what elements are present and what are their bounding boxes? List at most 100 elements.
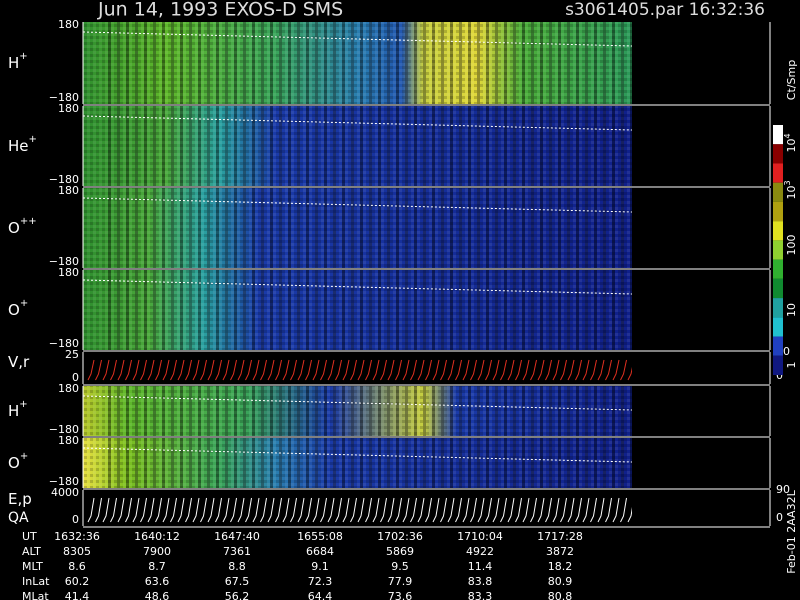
colorbar-segment xyxy=(773,240,783,260)
cell: 48.6 xyxy=(145,590,170,600)
axis-top-label: 180 xyxy=(58,434,79,447)
cell: 41.4 xyxy=(65,590,90,600)
cell: 18.2 xyxy=(548,560,573,573)
cell: 6684 xyxy=(306,545,334,558)
colorbar-label: 10 xyxy=(785,303,798,317)
axis-top-label: 180 xyxy=(58,382,79,395)
axis-top-label: 4000 xyxy=(51,486,79,499)
panel-label: E,p xyxy=(8,490,32,508)
trend-line xyxy=(82,115,633,131)
cell: 3872 xyxy=(546,545,574,558)
panel-label-main: O xyxy=(8,219,20,237)
colorbar-label: 1 xyxy=(785,362,798,369)
cell: 63.6 xyxy=(145,575,170,588)
sawtooth-trace xyxy=(87,497,635,523)
axis-bottom-label: −180 xyxy=(49,423,79,436)
title: Jun 14, 1993 EXOS-D SMS xyxy=(97,0,343,21)
cell: 9.5 xyxy=(391,560,409,573)
panel-label-main: O xyxy=(8,454,20,472)
cell: 77.9 xyxy=(388,575,413,588)
trend-line xyxy=(82,395,633,411)
axis-top-label: 180 xyxy=(58,102,79,115)
axis-top-label: 180 xyxy=(58,18,79,31)
trend-line xyxy=(82,31,633,47)
no-data xyxy=(632,270,769,350)
spectrogram-stripes xyxy=(103,188,632,268)
panel-label: V,r xyxy=(8,353,30,371)
cell: 64.4 xyxy=(308,590,333,600)
spectrogram-stripes xyxy=(103,386,632,436)
file-label: s3061405.par 16:32:36 xyxy=(565,0,765,20)
axis-top-label: 180 xyxy=(58,266,79,279)
no-data xyxy=(632,352,769,384)
colorbar-label-exp: 4 xyxy=(783,133,792,138)
panel-label: H+ xyxy=(8,399,28,420)
spectrogram-stripes xyxy=(103,438,632,488)
colorbar-segment xyxy=(773,144,783,164)
row-label: MLat xyxy=(22,590,49,600)
axis-bottom-label: −180 xyxy=(49,255,79,268)
cell: 1717:28 xyxy=(537,530,583,543)
cell: 9.1 xyxy=(311,560,329,573)
no-data xyxy=(632,106,769,186)
row-label: MLT xyxy=(22,560,43,573)
sawtooth-trace xyxy=(87,359,635,381)
stamp: Feb-01 2AA32L xyxy=(785,489,798,573)
row-label: ALT xyxy=(22,545,41,558)
panel-label-sup: + xyxy=(19,51,27,62)
panel-label: He+ xyxy=(8,134,37,155)
axis-bottom-label: −180 xyxy=(49,475,79,488)
colorbar-segment xyxy=(773,259,783,279)
trend-line xyxy=(82,197,633,213)
colorbar-unit: Ct/Smp xyxy=(785,60,798,100)
cell: 7900 xyxy=(143,545,171,558)
panel-label-main: E,p xyxy=(8,490,32,508)
colorbar-segment xyxy=(773,355,783,375)
colorbar-label-exp: 3 xyxy=(783,180,792,185)
panel-label-sup: + xyxy=(29,134,37,145)
panel-label: O+ xyxy=(8,451,28,472)
cell: 1640:12 xyxy=(134,530,180,543)
trend-line xyxy=(82,447,633,463)
panel-label-main: O xyxy=(8,301,20,319)
colorbar-label-base: 10 xyxy=(785,186,798,200)
cell: 5869 xyxy=(386,545,414,558)
axis-bottom-label: 0 xyxy=(72,371,79,384)
panel-label: H+ xyxy=(8,51,28,72)
spectrogram-stripes xyxy=(103,22,632,104)
right-axis-label: 90 xyxy=(776,483,790,496)
no-data xyxy=(632,22,769,104)
panel-label: O+ xyxy=(8,298,28,319)
cell: 8.8 xyxy=(228,560,246,573)
row-label: UT xyxy=(22,530,37,543)
colorbar-segment xyxy=(773,125,783,145)
panel-label-main: H xyxy=(8,402,19,420)
colorbar-segment xyxy=(773,201,783,222)
colorbar-segment xyxy=(773,221,783,241)
panel-label-2: QA xyxy=(8,510,29,526)
colorbar-label: 103 xyxy=(783,180,799,199)
cell: 67.5 xyxy=(225,575,250,588)
axis-bottom-label: −180 xyxy=(49,337,79,350)
panel-label-sup: ++ xyxy=(20,216,37,227)
cell: 7361 xyxy=(223,545,251,558)
panel-label-main: He xyxy=(8,137,29,155)
cell: 11.4 xyxy=(468,560,493,573)
panel-label-sup: + xyxy=(20,298,28,309)
no-data xyxy=(632,438,769,488)
axis-top-label: 180 xyxy=(58,184,79,197)
panel-label-sup: + xyxy=(20,451,28,462)
no-data xyxy=(632,386,769,436)
spectrogram-stripes xyxy=(103,270,632,350)
cell: 1655:08 xyxy=(297,530,343,543)
panel-label: O++ xyxy=(8,216,37,237)
trend-line xyxy=(82,279,633,295)
cell: 1632:36 xyxy=(54,530,100,543)
colorbar-segment xyxy=(773,317,783,337)
panel-label-main: V,r xyxy=(8,353,30,371)
axis-bottom-label: −180 xyxy=(49,91,79,104)
cell: 4922 xyxy=(466,545,494,558)
spectrogram-stripes xyxy=(103,106,632,186)
cell: 72.3 xyxy=(308,575,333,588)
